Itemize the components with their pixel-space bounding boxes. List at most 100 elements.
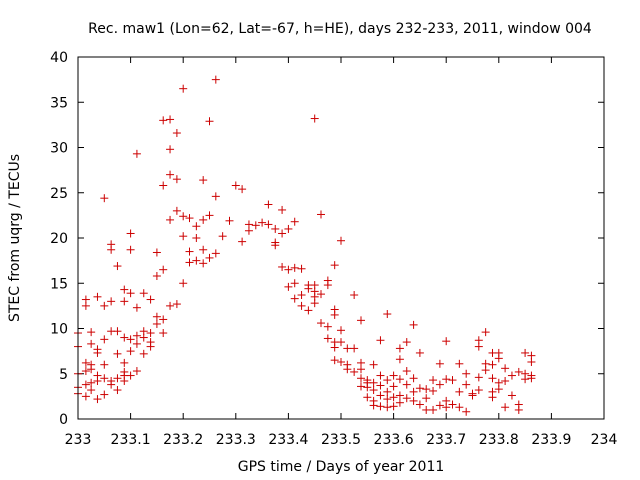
data-point-marker — [93, 376, 102, 385]
data-point-marker — [87, 378, 96, 387]
data-point-marker — [474, 386, 483, 395]
x-tick-label: 233.9 — [531, 432, 571, 448]
data-point-marker — [383, 387, 392, 396]
data-point-marker — [179, 84, 188, 93]
data-point-marker — [238, 237, 247, 246]
data-point-marker — [363, 393, 372, 402]
data-point-marker — [166, 301, 175, 310]
data-point-marker — [402, 380, 411, 389]
data-point-marker — [126, 371, 135, 380]
x-tick-label: 233.3 — [216, 432, 256, 448]
data-point-marker — [507, 391, 516, 400]
data-point-marker — [139, 333, 148, 342]
y-tick-label: 15 — [50, 276, 68, 292]
data-point-marker — [323, 334, 332, 343]
x-tick-label: 233 — [65, 432, 92, 448]
data-point-marker — [474, 373, 483, 382]
y-tick-label: 25 — [50, 186, 68, 202]
data-point-marker — [527, 357, 536, 366]
data-point-marker — [152, 312, 161, 321]
data-point-marker — [218, 232, 227, 241]
data-point-marker — [330, 356, 339, 365]
data-point-marker — [455, 359, 464, 368]
data-point-marker — [337, 326, 345, 335]
data-point-marker — [455, 403, 464, 412]
data-point-marker — [455, 387, 464, 396]
data-point-marker — [488, 360, 497, 369]
data-point-marker — [442, 403, 451, 412]
data-point-marker — [501, 364, 510, 373]
data-point-marker — [422, 385, 431, 394]
data-point-marker — [448, 400, 457, 409]
data-point-marker — [290, 217, 299, 226]
data-point-marker — [132, 303, 141, 312]
data-point-marker — [514, 367, 523, 376]
data-point-marker — [409, 374, 418, 383]
data-point-marker — [330, 343, 339, 352]
data-point-marker — [337, 357, 345, 366]
data-point-marker — [113, 386, 122, 395]
data-point-marker — [172, 175, 181, 184]
x-tick-label: 233.5 — [321, 432, 361, 448]
data-point-marker — [284, 282, 293, 291]
data-point-marker — [126, 289, 135, 298]
data-point-marker — [494, 385, 503, 394]
data-point-marker — [100, 390, 109, 399]
data-point-marker — [87, 328, 96, 337]
data-point-marker — [415, 400, 424, 409]
data-point-marker — [244, 226, 253, 235]
data-points — [74, 75, 536, 416]
data-point-marker — [172, 300, 181, 309]
data-point-marker — [172, 129, 181, 138]
data-point-marker — [100, 194, 109, 203]
data-point-marker — [290, 294, 299, 303]
x-axis-ticks: 233 233.1 233.2 233.3 233.4 233.5 233.6 233.7 23… — [65, 57, 617, 448]
data-point-marker — [132, 331, 141, 340]
data-point-marker — [113, 327, 122, 336]
y-tick-label: 30 — [50, 141, 68, 157]
data-point-marker — [93, 292, 102, 301]
data-point-marker — [317, 290, 326, 299]
data-point-marker — [192, 256, 201, 265]
data-point-marker — [389, 371, 398, 380]
y-tick-label: 20 — [50, 231, 68, 247]
data-point-marker — [185, 214, 194, 223]
data-point-marker — [93, 348, 102, 357]
data-point-marker — [238, 185, 247, 194]
data-point-marker — [205, 253, 214, 262]
data-point-marker — [383, 395, 392, 404]
data-point-marker — [350, 291, 359, 300]
data-point-marker — [448, 376, 457, 385]
data-point-marker — [107, 297, 116, 306]
data-point-marker — [199, 215, 208, 224]
data-point-marker — [264, 220, 273, 229]
data-point-marker — [356, 316, 365, 325]
data-point-marker — [179, 212, 188, 221]
data-point-marker — [521, 348, 530, 357]
x-tick-label: 233.4 — [268, 432, 308, 448]
data-point-marker — [185, 258, 194, 267]
data-point-marker — [415, 348, 424, 357]
data-point-marker — [481, 366, 490, 375]
data-point-marker — [126, 347, 135, 356]
data-point-marker — [81, 358, 90, 367]
data-point-marker — [442, 337, 451, 346]
data-point-marker — [527, 374, 536, 383]
data-point-marker — [179, 232, 188, 241]
data-point-marker — [159, 315, 168, 324]
data-point-marker — [297, 264, 306, 273]
data-point-marker — [205, 211, 214, 220]
data-point-marker — [323, 281, 332, 290]
data-point-marker — [501, 403, 510, 412]
data-point-marker — [81, 367, 90, 376]
data-point-marker — [514, 400, 523, 409]
data-point-marker — [278, 229, 287, 238]
data-point-marker — [139, 289, 148, 298]
data-point-marker — [166, 215, 175, 224]
data-point-marker — [81, 380, 90, 389]
data-point-marker — [488, 393, 497, 402]
data-point-marker — [488, 374, 497, 383]
data-point-marker — [442, 375, 451, 384]
data-point-marker — [389, 382, 398, 391]
